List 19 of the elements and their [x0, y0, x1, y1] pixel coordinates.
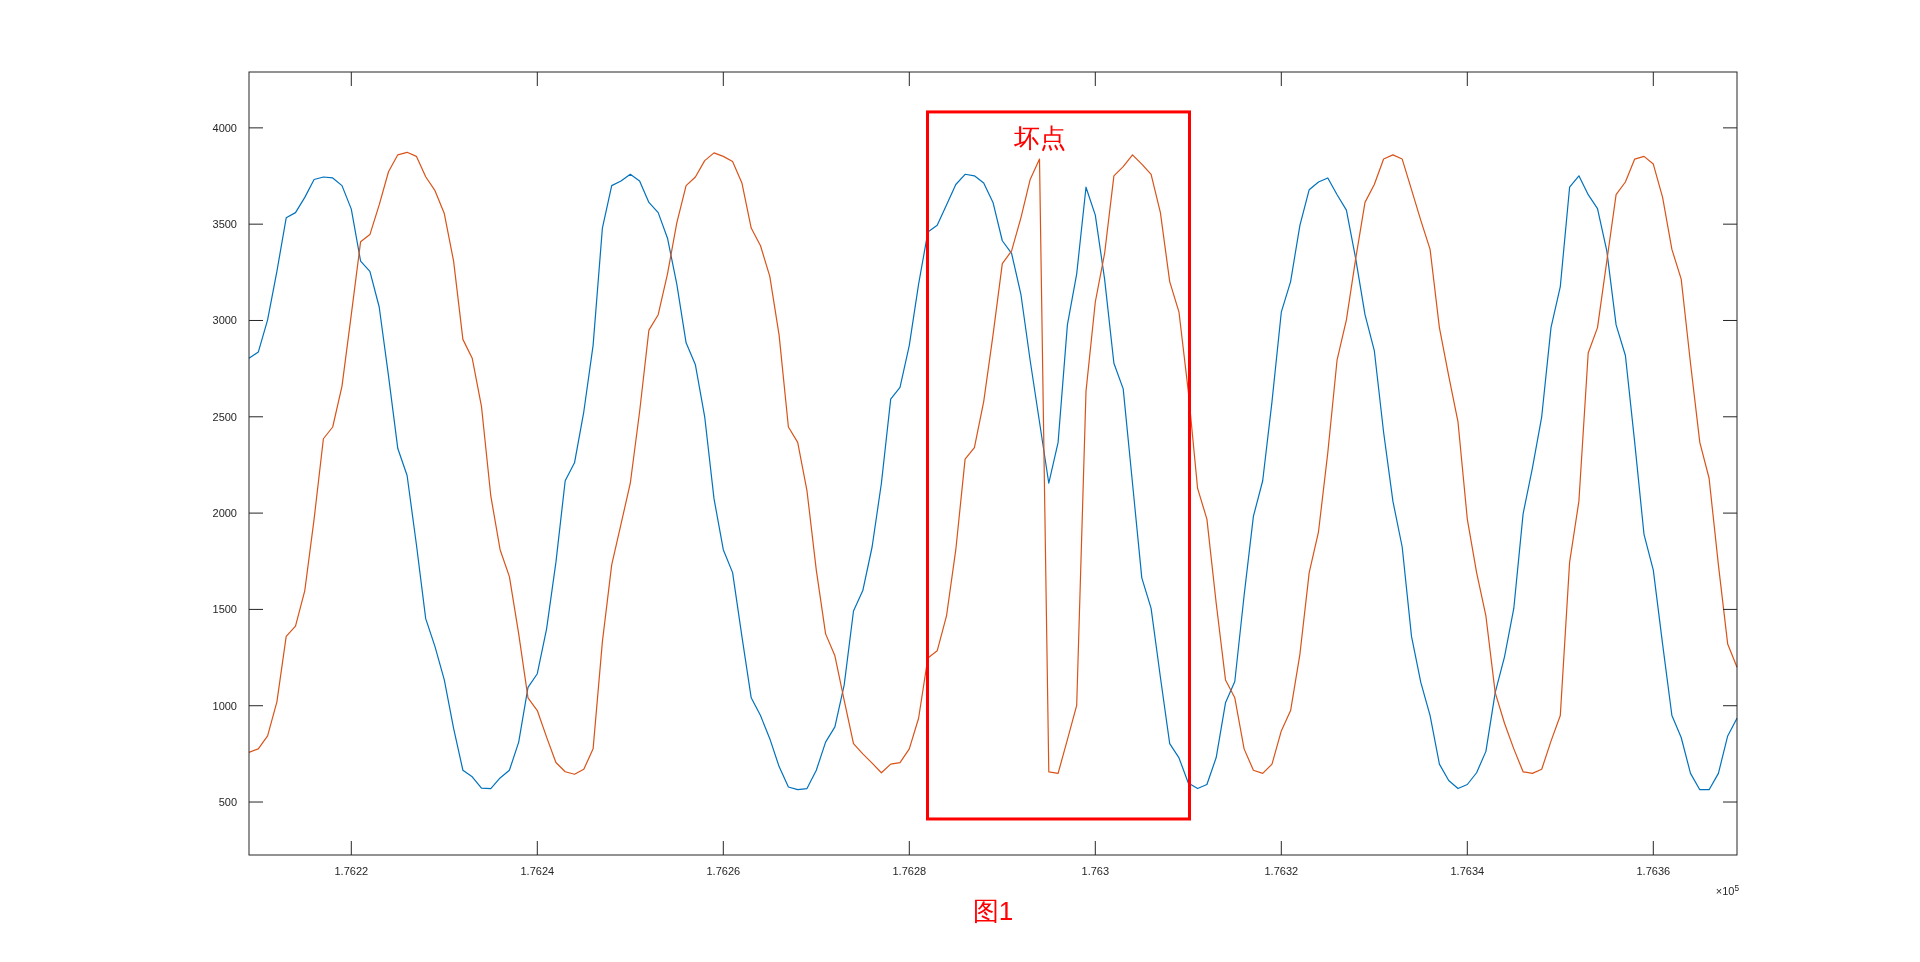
x-tick-label: 1.7628 [892, 865, 927, 877]
y-tick-label: 2500 [212, 410, 237, 423]
annotation: 坏点 [1012, 123, 1066, 154]
x-tick-label: 1.7624 [520, 865, 555, 877]
y-tick-label: 3500 [212, 218, 237, 231]
caption: 图1 [972, 896, 1014, 926]
x-tick-label: 1.7636 [1636, 865, 1671, 877]
y-tick-label: 3000 [212, 314, 237, 327]
y-tick-label: 4000 [212, 121, 237, 134]
x-tick-label: 1.763 [1081, 865, 1110, 877]
x-tick-label: 1.7622 [334, 865, 369, 877]
y-tick-label: 2000 [212, 507, 237, 520]
y-tick-label: 500 [218, 796, 237, 809]
x-tick-label: 1.7632 [1264, 865, 1299, 877]
x-tick-label: 1.7626 [706, 865, 741, 877]
text: ×10$^{5}$ [1715, 883, 1740, 897]
y-tick-label: 1000 [212, 699, 237, 712]
x-tick-label: 1.7634 [1450, 865, 1485, 877]
y-tick-label: 1500 [212, 603, 237, 616]
